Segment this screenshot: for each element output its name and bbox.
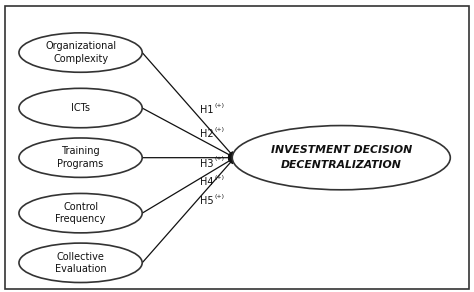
Text: H5: H5: [200, 196, 213, 206]
Text: (+): (+): [215, 156, 225, 161]
Text: Control
Frequency: Control Frequency: [55, 202, 106, 224]
Text: H3: H3: [200, 159, 213, 168]
Ellipse shape: [19, 243, 142, 283]
Text: ICTs: ICTs: [71, 103, 90, 113]
Text: (+): (+): [215, 127, 225, 132]
Ellipse shape: [232, 126, 450, 190]
Ellipse shape: [19, 33, 142, 72]
Text: (+): (+): [215, 194, 225, 199]
Text: Collective
Evaluation: Collective Evaluation: [55, 252, 106, 274]
Text: H4: H4: [200, 178, 213, 187]
Text: (+): (+): [215, 103, 225, 108]
Ellipse shape: [19, 138, 142, 178]
Text: H1: H1: [200, 105, 213, 115]
Text: INVESTMENT DECISION
DECENTRALIZATION: INVESTMENT DECISION DECENTRALIZATION: [271, 145, 412, 170]
Ellipse shape: [19, 193, 142, 233]
Ellipse shape: [19, 88, 142, 128]
Text: H2: H2: [200, 129, 213, 140]
Text: Training
Programs: Training Programs: [57, 147, 104, 169]
Text: Organizational
Complexity: Organizational Complexity: [45, 41, 116, 64]
Text: (+): (+): [215, 175, 225, 180]
